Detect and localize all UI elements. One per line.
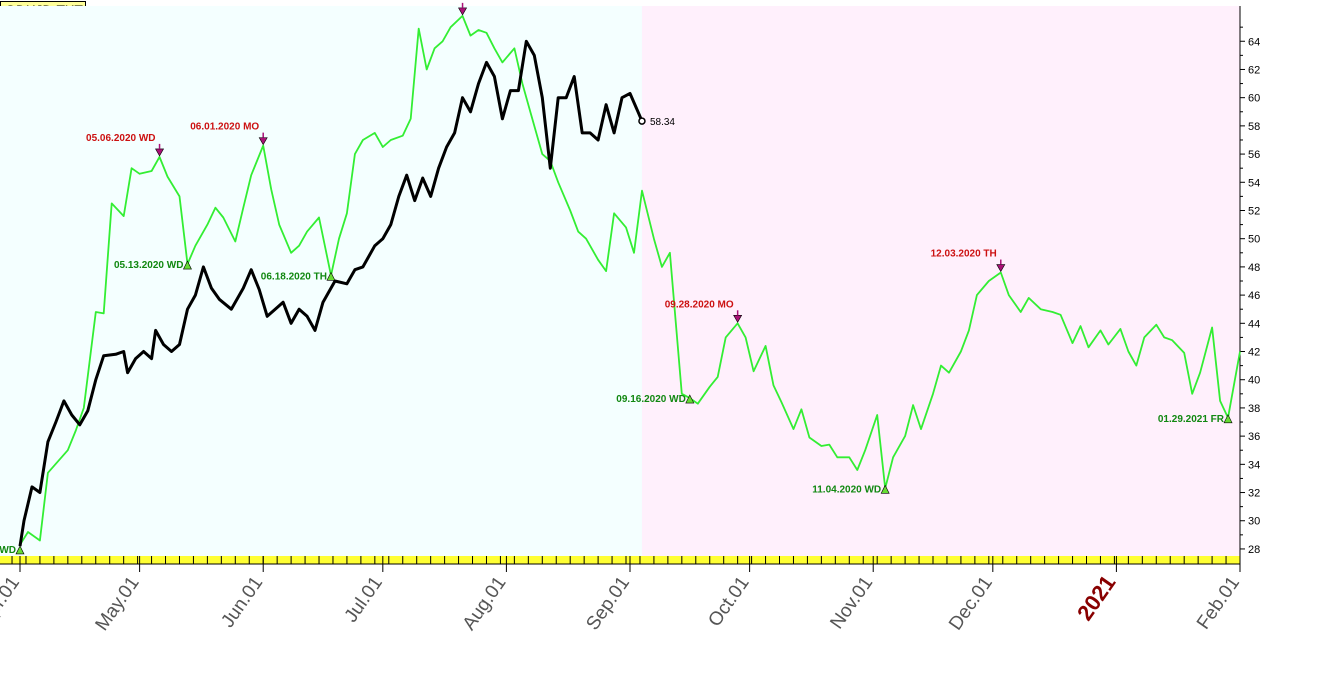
peak-label: 09.28.2020 MO bbox=[665, 299, 734, 310]
y-tick-label: 46 bbox=[1248, 290, 1260, 302]
y-tick-label: 62 bbox=[1248, 64, 1260, 76]
peak-label: 07.21.2020 TU bbox=[392, 0, 458, 3]
x-tick-label: 2021 bbox=[1072, 571, 1121, 625]
y-tick-label: 48 bbox=[1248, 262, 1260, 274]
trough-marker bbox=[326, 271, 336, 281]
shaded-region-right bbox=[641, 6, 1240, 556]
y-tick-label: 28 bbox=[1248, 544, 1260, 556]
x-tick-label: May.01 bbox=[92, 573, 144, 635]
y-tick-label: 64 bbox=[1248, 36, 1260, 48]
y-tick-label: 60 bbox=[1248, 93, 1260, 105]
peak-label: 06.01.2020 MO bbox=[190, 122, 259, 133]
y-tick-label: 42 bbox=[1248, 347, 1260, 359]
x-tick-label: Dec.01 bbox=[945, 573, 997, 634]
x-tick-label: Sep.01 bbox=[582, 573, 634, 634]
trough-marker bbox=[685, 394, 695, 404]
trough-label: 09.16.2020 WD bbox=[616, 394, 686, 405]
x-tick-label: Jun.01 bbox=[217, 573, 267, 632]
price-line-black bbox=[18, 39, 644, 547]
y-tick-label: 34 bbox=[1248, 459, 1260, 471]
date-strip bbox=[0, 556, 1240, 564]
y-tick-label: 50 bbox=[1248, 234, 1260, 246]
trough-label: 05.13.2020 WD bbox=[114, 260, 184, 271]
trough-label: 06.18.2020 TH bbox=[261, 271, 327, 282]
y-tick-label: 40 bbox=[1248, 375, 1260, 387]
peak-label: 12.03.2020 TH bbox=[931, 249, 997, 260]
y-tick-label: 36 bbox=[1248, 431, 1260, 443]
last-value-marker bbox=[638, 117, 646, 125]
y-tick-label: 30 bbox=[1248, 516, 1260, 528]
y-tick-label: 58 bbox=[1248, 121, 1260, 133]
x-tick-label: Apr.01 bbox=[0, 573, 24, 630]
y-tick-label: 52 bbox=[1248, 205, 1260, 217]
y-tick-label: 54 bbox=[1248, 177, 1260, 189]
y-tick-label: 56 bbox=[1248, 149, 1260, 161]
peak-marker bbox=[733, 315, 743, 323]
trough-marker bbox=[182, 260, 192, 270]
x-tick-label: Feb.01 bbox=[1193, 573, 1244, 634]
x-tick-label: Nov.01 bbox=[826, 573, 877, 633]
trough-marker bbox=[15, 545, 25, 555]
trough-label: 03.31.2020 WD bbox=[0, 545, 16, 556]
y-tick-label: 38 bbox=[1248, 403, 1260, 415]
x-tick-label: Jul.01 bbox=[341, 573, 387, 627]
y-tick-label: 44 bbox=[1248, 318, 1260, 330]
trough-marker bbox=[880, 484, 890, 494]
trough-label: 11.04.2020 WD bbox=[812, 484, 881, 495]
x-tick-label: Aug.01 bbox=[459, 573, 511, 634]
last-value-label: 58.34 bbox=[650, 117, 675, 128]
trough-label: 01.29.2021 FR bbox=[1158, 414, 1225, 425]
peak-label: 05.06.2020 WD bbox=[86, 133, 156, 144]
shaded-region-left bbox=[0, 6, 642, 556]
x-tick-label: Oct.01 bbox=[704, 573, 753, 631]
trough-marker bbox=[1223, 414, 1233, 424]
y-tick-label: 32 bbox=[1248, 488, 1260, 500]
price-line-green bbox=[19, 15, 1241, 546]
